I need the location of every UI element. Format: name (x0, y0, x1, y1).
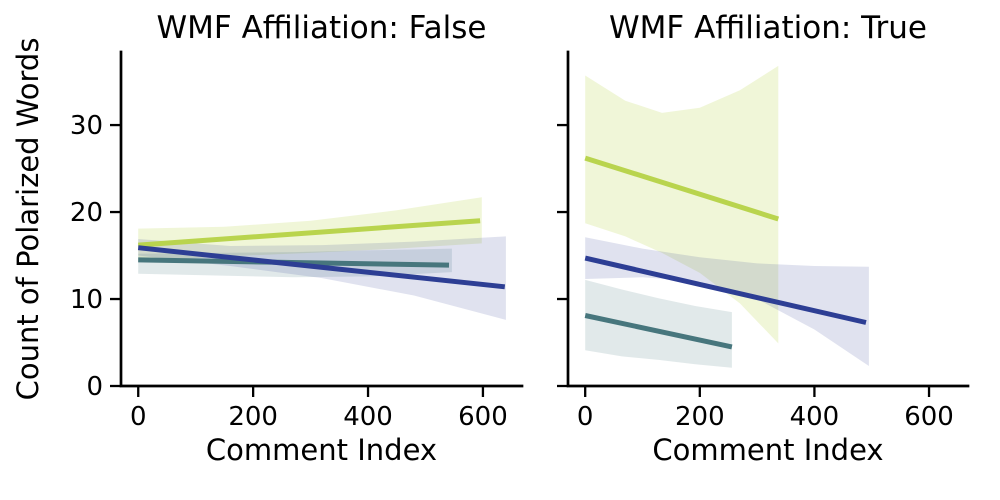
facet-title: WMF Affiliation: False (157, 10, 487, 46)
ci-band-teal (585, 279, 732, 368)
trend-line-blue (584, 255, 867, 325)
facet-wmf-false: 0 200 400 600 0 10 20 30 WMF Affiliation: False C… (11, 10, 524, 467)
x-tick-label: 400 (343, 402, 393, 432)
facet-title: WMF Affiliation: True (609, 10, 927, 46)
trend-line-green (138, 218, 481, 248)
trend-line-green (584, 155, 780, 222)
y-tick-label: 20 (70, 198, 103, 228)
y-tick-label: 10 (70, 285, 103, 315)
x-axis-label: Comment Index (652, 433, 883, 467)
x-tick-label: 400 (790, 402, 840, 432)
x-tick-label: 600 (904, 402, 954, 432)
x-tick-label: 200 (675, 402, 725, 432)
x-tick-label: 200 (228, 402, 278, 432)
facet-wmf-true: 0 200 400 600 WMF Affiliation: True Comment I… (557, 10, 970, 467)
y-axis-label: Count of Polarized Words (11, 38, 45, 401)
x-axis-label: Comment Index (206, 433, 437, 467)
ci-band-green (138, 197, 482, 262)
x-tick-label: 0 (577, 402, 594, 432)
y-tick-label: 0 (86, 372, 103, 402)
ci-band-blue (585, 237, 869, 366)
trend-line-teal (584, 313, 733, 350)
x-tick-label: 600 (458, 402, 508, 432)
x-tick-label: 0 (130, 402, 147, 432)
y-tick-label: 30 (70, 111, 103, 141)
ci-band-blue (138, 236, 506, 320)
trend-line-blue (137, 245, 506, 290)
ci-band-green (585, 65, 779, 344)
